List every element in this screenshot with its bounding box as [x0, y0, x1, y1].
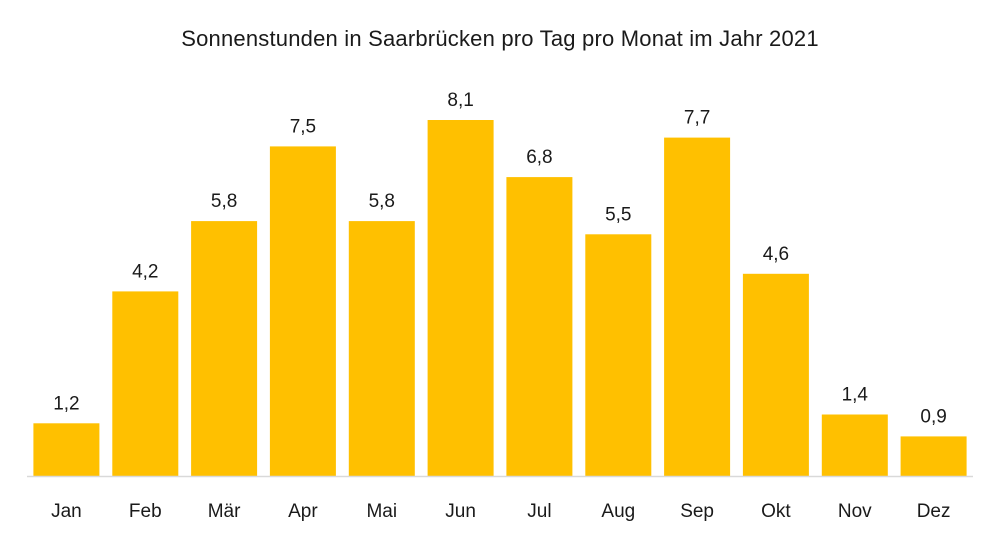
bar-jun — [427, 120, 494, 476]
chart-title: Sonnenstunden in Saarbrücken pro Tag pro… — [181, 26, 819, 51]
bar-jan — [33, 423, 100, 476]
data-label-dez: 0,9 — [920, 406, 946, 427]
data-label-aug: 5,5 — [605, 204, 631, 225]
value-labels-group: 1,2 4,2 5,8 7,5 5,8 8,1 6,8 5,5 7,7 4,6 1,4 0,9 — [53, 90, 947, 427]
x-tick-label-feb: Feb — [129, 501, 162, 522]
bar-dez — [900, 436, 967, 476]
x-tick-label-mai: Mai — [366, 501, 397, 522]
x-tick-label-apr: Apr — [288, 501, 318, 522]
bar-nov — [821, 414, 888, 476]
x-tick-label-jun: Jun — [445, 501, 476, 522]
data-label-jul: 6,8 — [526, 147, 552, 168]
data-label-feb: 4,2 — [132, 261, 158, 282]
x-tick-label-dez: Dez — [917, 501, 951, 522]
bar-mai — [348, 221, 415, 476]
x-tick-label-jan: Jan — [51, 501, 82, 522]
data-label-nov: 1,4 — [842, 385, 869, 406]
bar-mär — [191, 221, 258, 476]
bar-sep — [664, 137, 731, 476]
x-tick-label-nov: Nov — [838, 501, 872, 522]
x-tick-labels-group: Jan Feb Mär Apr Mai Jun Jul Aug Sep Okt Nov Dez — [51, 501, 950, 522]
data-label-sep: 7,7 — [684, 108, 710, 129]
data-label-okt: 4,6 — [763, 244, 789, 265]
data-label-jan: 1,2 — [53, 393, 79, 414]
x-tick-label-mär: Mär — [208, 501, 241, 522]
data-label-jun: 8,1 — [447, 90, 473, 111]
x-tick-label-jul: Jul — [527, 501, 551, 522]
bars-group — [33, 120, 967, 476]
bar-aug — [585, 234, 652, 476]
x-tick-label-sep: Sep — [680, 501, 714, 522]
data-label-mär: 5,8 — [211, 191, 237, 212]
bar-apr — [269, 146, 336, 476]
data-label-mai: 5,8 — [369, 191, 395, 212]
x-tick-label-aug: Aug — [601, 501, 635, 522]
x-tick-label-okt: Okt — [761, 501, 791, 522]
data-label-apr: 7,5 — [290, 116, 316, 137]
bar-jul — [506, 177, 573, 476]
bar-feb — [112, 291, 179, 476]
bar-okt — [742, 273, 809, 476]
